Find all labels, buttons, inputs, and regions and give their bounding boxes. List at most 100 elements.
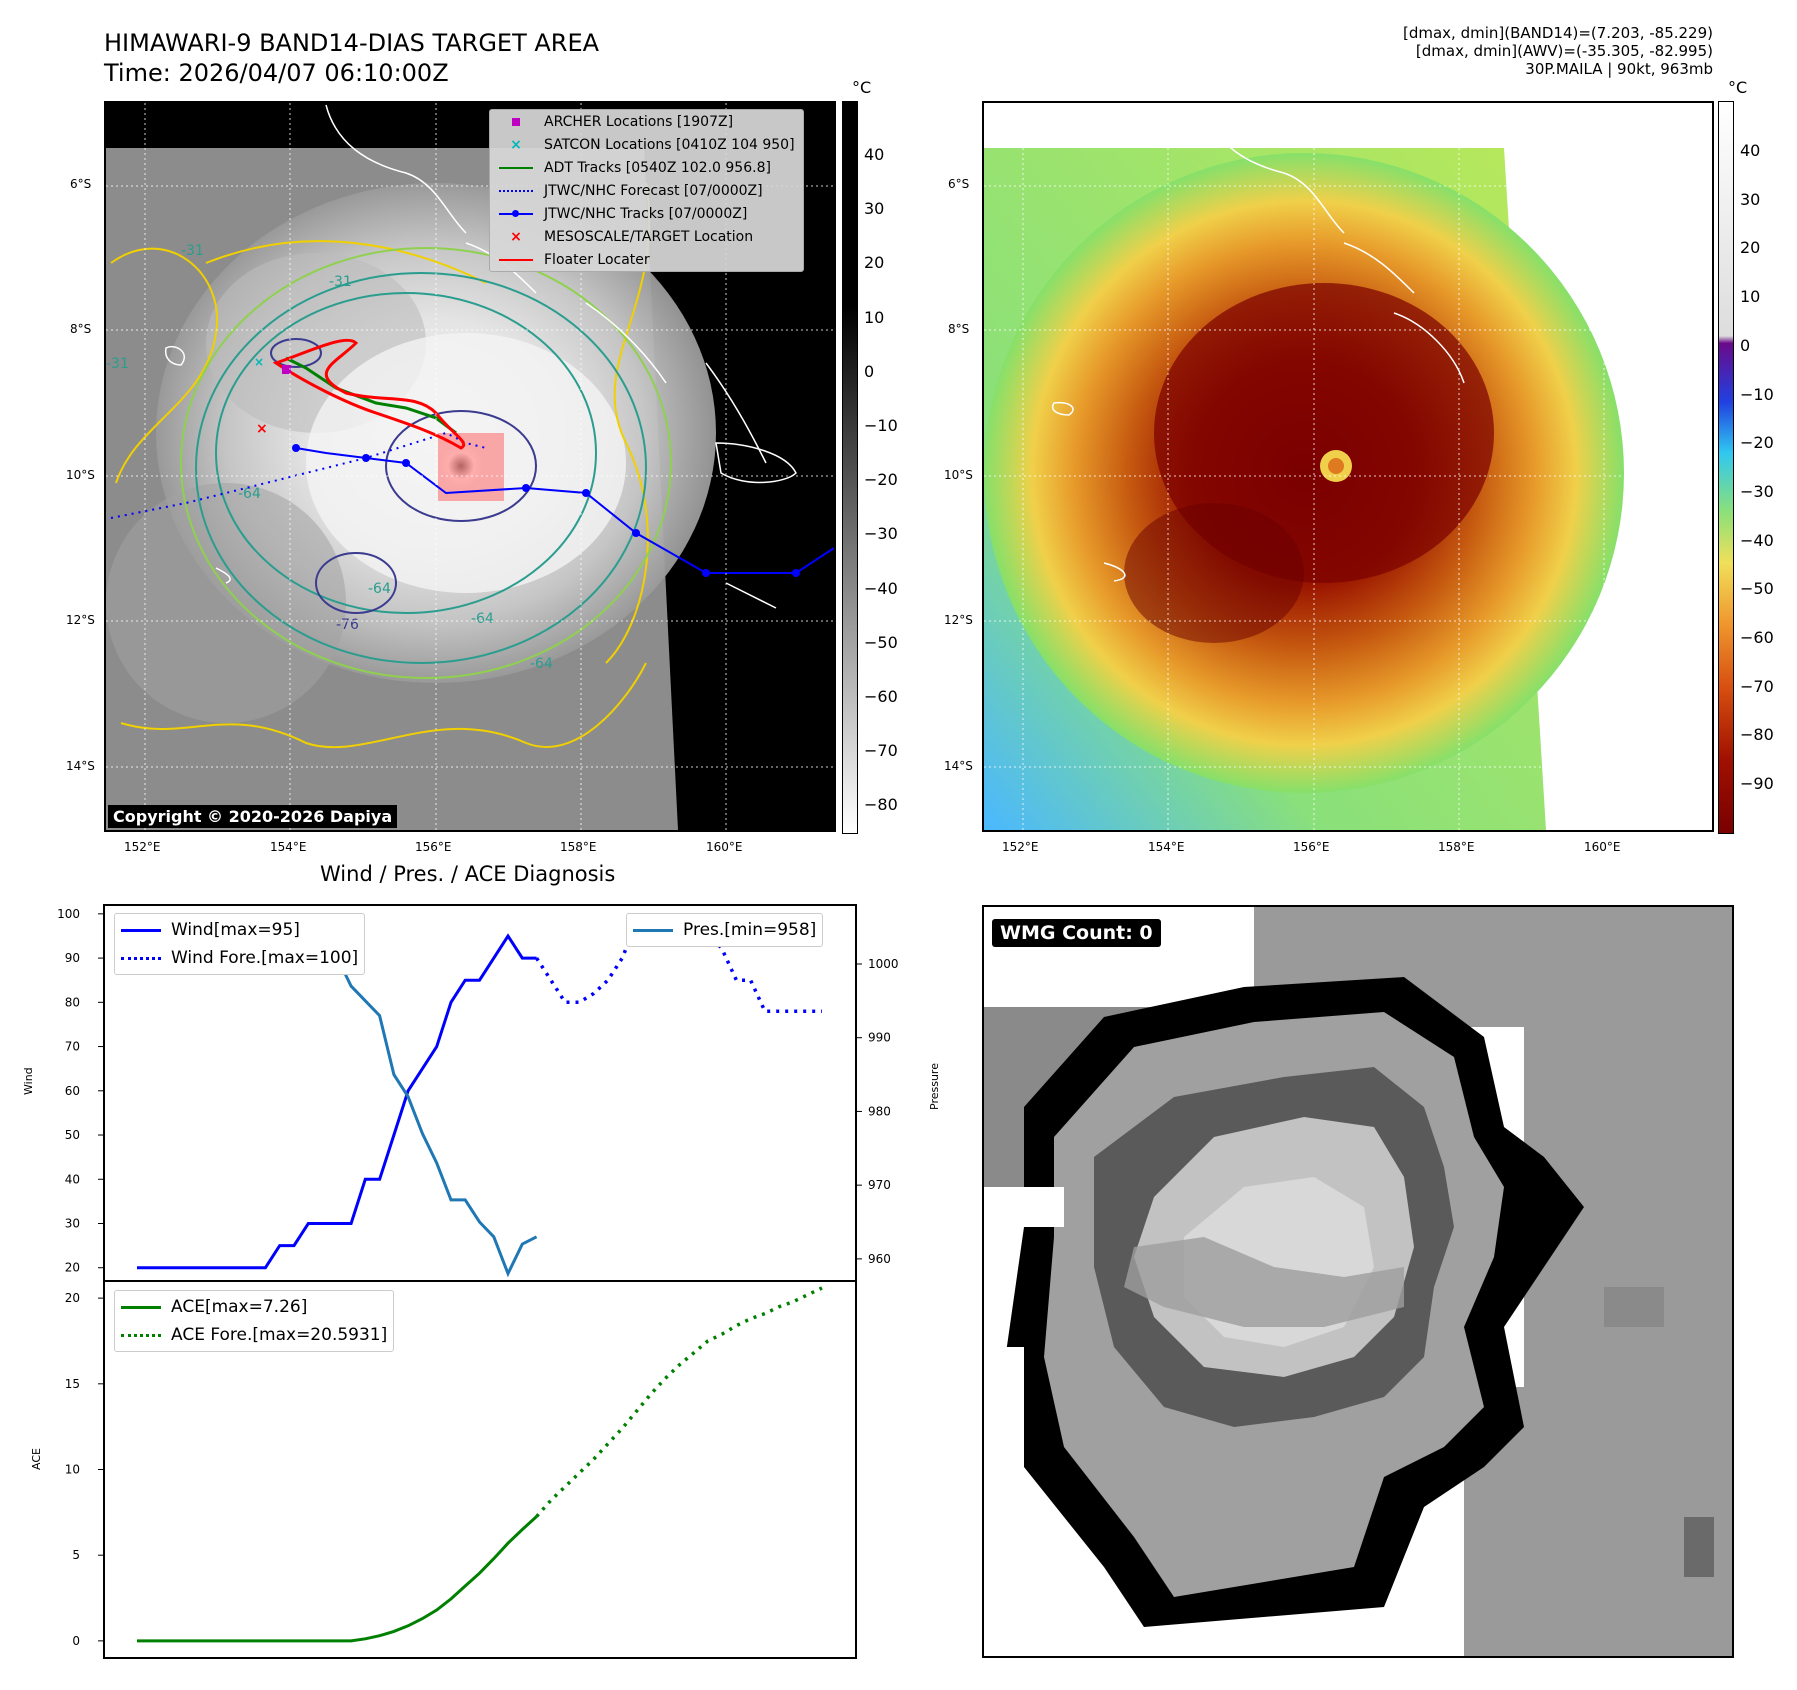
colorbar-color-tick-label: 0 [1740, 335, 1751, 355]
pressure-ytick-tick-label: 960 [868, 1252, 891, 1266]
colorbar-gray-tick-label: 20 [864, 253, 885, 273]
map-legend: ARCHER Locations [1907Z] × SATCON Locatio… [489, 109, 804, 272]
pressure-legend: Pres.[min=958] [626, 913, 824, 947]
pressure-ytick-tick-label: 980 [868, 1104, 891, 1118]
colorbar-color-tick-label: −30 [1740, 481, 1774, 501]
lat-label: 14°S [66, 759, 95, 773]
ace-ytick-tick-label: 20 [65, 1291, 80, 1305]
wind-ytick-tick-label: 50 [65, 1128, 80, 1142]
ace-ytick-tick-label: 5 [72, 1548, 80, 1562]
colorbar-gray [842, 101, 858, 834]
ir-map-image: -31 -31 -31 -64 -64 -64 -64 -76 × × [106, 103, 834, 830]
ace-ytick-tick-label: 0 [72, 1634, 80, 1648]
contour-label: -31 [106, 356, 129, 372]
wind-legend: Wind[max=95] Wind Fore.[max=100] [114, 913, 366, 975]
wind-ytick-tick-label: 70 [65, 1040, 80, 1054]
lon-label: 158°E [560, 840, 597, 854]
lon-label: 152°E [124, 840, 161, 854]
legend-adt: ADT Tracks [0540Z 102.0 956.8] [490, 156, 803, 179]
pressure-ytick-tick-label: 970 [868, 1178, 891, 1192]
colorbar-color-tick-label: −10 [1740, 384, 1774, 404]
colorbar-gray-tick-label: −10 [864, 416, 898, 435]
colorbar-color-tick-label: 40 [1740, 141, 1761, 160]
colorbar-gray-tick-label: −40 [864, 578, 898, 598]
lat-label: 8°S [70, 322, 92, 336]
lat-label: 8°S [948, 322, 970, 336]
colorbar-gray-tick-label: 30 [864, 199, 885, 219]
legend-floater: Floater Locater [490, 248, 803, 271]
colorbar-color-tick-label: −50 [1740, 579, 1774, 599]
colorbar-color-tick-label: −60 [1740, 628, 1774, 647]
ace-ytick-tick-label: 10 [65, 1463, 80, 1477]
contour-label: -64 [471, 611, 494, 627]
info-block: [dmax, dmin](BAND14)=(7.203, -85.229) [d… [1403, 24, 1713, 78]
contour-label: -64 [368, 581, 391, 597]
colorbar-color-tick-label: 10 [1740, 287, 1761, 307]
pres-yticks: 960 970 980 990 1000 [856, 957, 899, 1266]
contour-label: -31 [329, 274, 352, 290]
title-line-1: HIMAWARI-9 BAND14-DIAS TARGET AREA [104, 29, 600, 57]
pressure-ytick-tick-label: 1000 [868, 957, 899, 971]
legend-wind: Wind[max=95] [121, 916, 358, 944]
legend-pres: Pres.[min=958] [633, 916, 816, 944]
colorbar-color-unit: °C [1728, 78, 1748, 97]
colorbar-gray-tick-label: −80 [864, 795, 898, 815]
ir-map-panel: -31 -31 -31 -64 -64 -64 -64 -76 × × [104, 101, 836, 832]
colorbar-color-tick-label: 20 [1740, 238, 1761, 258]
lat-label: 14°S [944, 759, 973, 773]
ace-series-line [137, 1515, 538, 1643]
ace-legend: ACE[max=7.26] ACE Fore.[max=20.5931] [114, 1290, 395, 1352]
colorbar-gray-tick-label: −70 [864, 741, 898, 761]
legend-jtwc-forecast: JTWC/NHC Forecast [07/0000Z] [490, 179, 803, 202]
lat-label: 12°S [66, 613, 95, 627]
ace-forecast-series-line [535, 1286, 823, 1518]
wmg-image [984, 907, 1732, 1656]
wind-ytick-tick-label: 80 [65, 995, 80, 1009]
legend-satcon: × SATCON Locations [0410Z 104 950] [510, 136, 795, 153]
wind-yticks: 20 30 40 50 60 70 80 90 100 [57, 907, 104, 1275]
legend-archer: ARCHER Locations [1907Z] [490, 110, 803, 133]
colorbar-gray-tick-label: 10 [864, 307, 885, 327]
lon-label: 154°E [1148, 840, 1185, 854]
lat-label: 12°S [944, 613, 973, 627]
legend-mesoscale: × MESOSCALE/TARGET Location [510, 228, 754, 245]
lon-label: 152°E [1002, 840, 1039, 854]
wind-series-line [137, 933, 537, 1270]
colorbar-color [1718, 101, 1734, 834]
colorbar-gray-tick-label: −20 [864, 470, 898, 490]
colorbar-gray-tick-label: −50 [864, 632, 898, 652]
lat-label: 6°S [948, 177, 970, 191]
lon-label: 158°E [1438, 840, 1475, 854]
contour-label: -31 [181, 243, 204, 259]
colorbar-gray-tick-label: −30 [864, 524, 898, 544]
lon-label: 154°E [270, 840, 307, 854]
legend-wind-fore: Wind Fore.[max=100] [121, 944, 358, 972]
legend-ace-fore: ACE Fore.[max=20.5931] [121, 1321, 387, 1349]
copyright-badge: Copyright © 2020-2026 Dapiya [108, 805, 398, 828]
colorbar-gray-tick-label: 0 [864, 361, 875, 381]
lon-label: 160°E [1584, 840, 1621, 854]
legend-jtwc-tracks: JTWC/NHC Tracks [07/0000Z] [490, 202, 803, 225]
figure-title: HIMAWARI-9 BAND14-DIAS TARGET AREA Time:… [104, 28, 599, 88]
wind-ytick-tick-label: 40 [65, 1172, 80, 1186]
info-line-1: [dmax, dmin](BAND14)=(7.203, -85.229) [1402, 24, 1713, 42]
colorbar-color-tick-label: 30 [1740, 189, 1761, 209]
wind-forecast-series-line [535, 911, 822, 1013]
colorbar-gray-tick-label: −60 [864, 687, 898, 706]
lon-label: 156°E [1293, 840, 1330, 854]
svg-text:×: × [256, 421, 268, 437]
colorbar-color-tick-label: −90 [1740, 774, 1774, 794]
contour-label: -64 [238, 486, 261, 502]
title-line-2: Time: 2026/04/07 06:10:00Z [104, 59, 449, 87]
info-line-3: 30P.MAILA | 90kt, 963mb [1525, 60, 1713, 78]
lat-label: 10°S [66, 468, 95, 482]
wmg-count-badge: WMG Count: 0 [992, 919, 1161, 947]
info-line-2: [dmax, dmin](AWV)=(-35.305, -82.995) [1415, 42, 1713, 60]
colorbar-color-tick-label: −40 [1740, 530, 1774, 550]
colorbar-gray-tick-label: 40 [864, 145, 885, 164]
legend-ace: ACE[max=7.26] [121, 1293, 387, 1321]
contour-label: -64 [530, 656, 553, 672]
lat-label: 6°S [70, 177, 92, 191]
color-map-image [984, 103, 1712, 830]
